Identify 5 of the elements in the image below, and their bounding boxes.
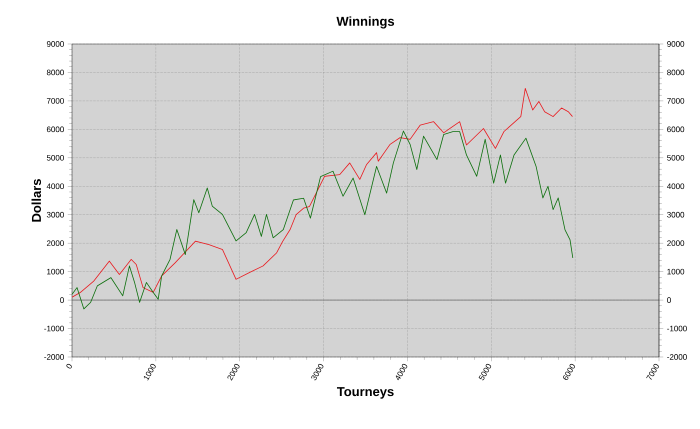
line-series	[72, 130, 574, 310]
y-axis-title: Dollars	[31, 179, 42, 222]
x-axis-title: Tourneys	[336, 387, 394, 399]
line-series	[72, 88, 573, 298]
chart-title: Winnings	[336, 16, 394, 28]
